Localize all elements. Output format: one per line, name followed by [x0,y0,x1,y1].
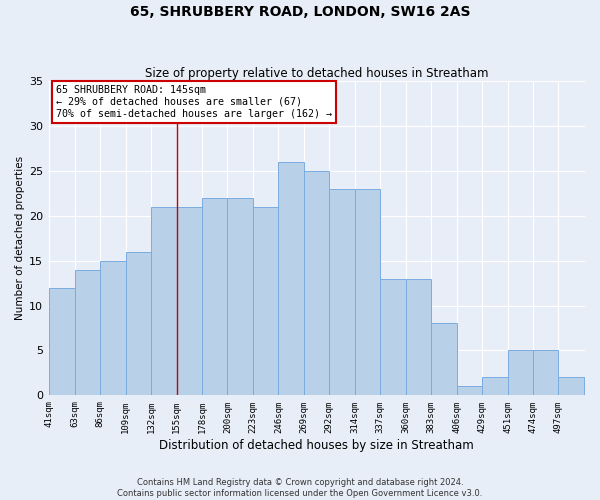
Bar [304,170,329,396]
Bar [227,198,253,396]
Bar [49,288,75,396]
Title: Size of property relative to detached houses in Streatham: Size of property relative to detached ho… [145,66,488,80]
Bar [125,252,151,396]
Text: Contains HM Land Registry data © Crown copyright and database right 2024.
Contai: Contains HM Land Registry data © Crown c… [118,478,482,498]
Bar [482,378,508,396]
Bar [380,278,406,396]
Bar [406,278,431,396]
Bar [355,188,380,396]
Bar [457,386,482,396]
Bar [559,378,584,396]
Y-axis label: Number of detached properties: Number of detached properties [15,156,25,320]
Text: 65 SHRUBBERY ROAD: 145sqm
← 29% of detached houses are smaller (67)
70% of semi-: 65 SHRUBBERY ROAD: 145sqm ← 29% of detac… [56,86,332,118]
Bar [75,270,100,396]
Text: 65, SHRUBBERY ROAD, LONDON, SW16 2AS: 65, SHRUBBERY ROAD, LONDON, SW16 2AS [130,5,470,19]
Bar [278,162,304,396]
Bar [508,350,533,396]
Bar [329,188,355,396]
X-axis label: Distribution of detached houses by size in Streatham: Distribution of detached houses by size … [159,440,474,452]
Bar [253,206,278,396]
Bar [176,206,202,396]
Bar [533,350,559,396]
Bar [431,324,457,396]
Bar [151,206,176,396]
Bar [100,260,125,396]
Bar [202,198,227,396]
